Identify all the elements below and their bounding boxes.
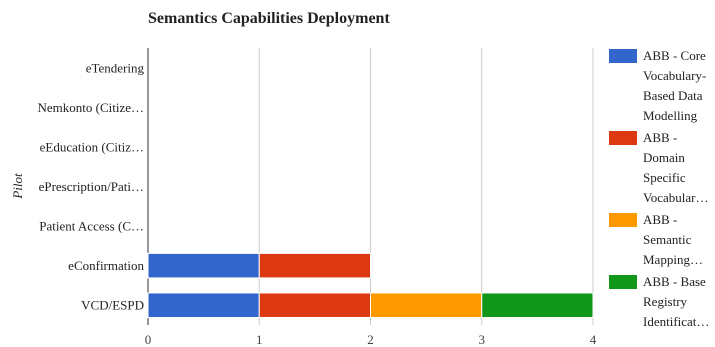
gridlines [147,48,594,325]
category-label: Nemkonto (Citize… [37,100,144,115]
x-tick-label: 2 [367,332,374,347]
bar-segment[interactable] [147,252,260,279]
chart-title: Semantics Capabilities Deployment [148,10,390,27]
y-axis-title: Pilot [10,173,25,200]
bar-segment[interactable] [258,252,371,279]
category-label: VCD/ESPD [81,298,144,313]
legend-swatch [609,49,637,63]
x-tick-labels: 0 1 2 3 4 [145,332,597,347]
bar-segment[interactable] [370,292,483,318]
category-label: Patient Access (C… [39,219,144,234]
bar-segment[interactable] [481,292,594,318]
category-labels: eTendering Nemkonto (Citize… eEducation (C… [37,60,144,312]
legend: ABB - Core Vocabulary-Based Data Modelling… [609,48,709,329]
bars [147,252,594,318]
legend-swatch [609,131,637,145]
bar-segment[interactable] [258,292,371,318]
category-label: eTendering [86,60,145,75]
category-label: eEducation (Citiz… [40,139,144,154]
x-tick-label: 3 [479,332,486,347]
legend-entry: ABB -Semantic Mapping… [643,212,703,267]
legend-entry: ABB - Base Registry Identificat… [643,274,709,329]
x-tick-label: 0 [145,332,152,347]
legend-entry: ABB - Core Vocabulary-Based Data Modelling [643,48,706,123]
bar-segment[interactable] [147,292,260,318]
category-label: ePrescription/Pati… [39,179,144,194]
legend-swatch [609,213,637,227]
category-label: eConfirmation [68,258,144,273]
legend-swatch [609,275,637,289]
x-tick-label: 1 [256,332,263,347]
x-tick-label: 4 [590,332,597,347]
legend-entry: ABB -Domain Specific Vocabular… [643,130,708,205]
